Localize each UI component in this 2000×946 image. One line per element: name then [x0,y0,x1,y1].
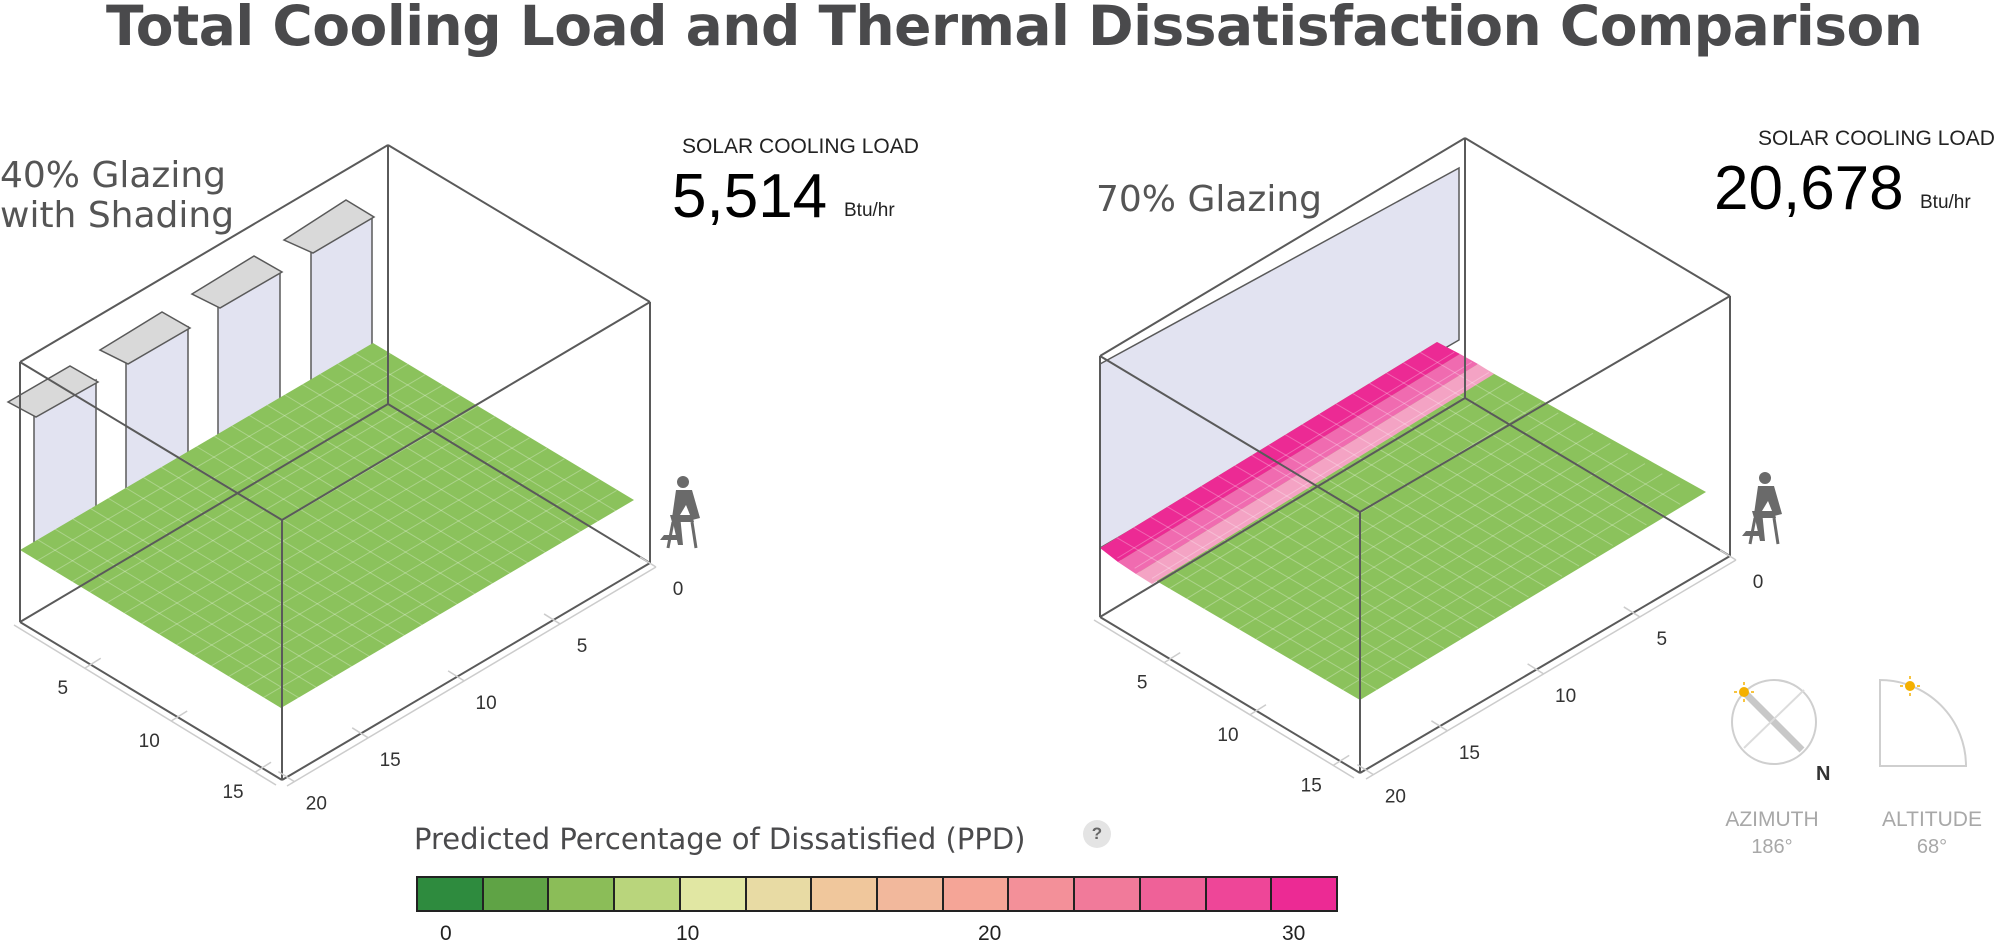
room-1-width-tick [351,727,369,739]
room-1-width-tick-label: 5 [577,636,588,657]
legend-swatch [418,878,484,910]
room-1-width-tick [543,613,561,625]
azimuth-compass: N [1731,679,1830,785]
room-2-depth-tick-label: 5 [1137,673,1148,694]
room-2-width-tick-label: 5 [1657,629,1668,650]
legend-swatch [1206,878,1273,910]
altitude-label: ALTITUDE [1882,808,1982,831]
room-1-axes [13,566,657,787]
scenario-2-label: 70% Glazing [1096,180,1322,220]
room-2-width-tick [1719,549,1737,561]
scenario-1-load-value: 5,514 [672,162,828,231]
legend-swatch [943,878,1010,910]
legend-swatch [878,878,944,910]
room-1-depth-tick-label: 10 [139,731,160,752]
altitude-value: 68° [1916,836,1948,858]
room-1-depth-tick-label: 15 [222,782,243,803]
room-2-width-tick [1357,763,1374,776]
shade-fin-1 [6,365,100,418]
legend-tick-label: 10 [676,922,700,945]
room-2-axis-ticks: 5 10 15 0 5 10 15 20 [1137,549,1764,808]
ppd-color-scale [416,876,1338,912]
scenario-2-load-value: 20,678 [1714,154,1904,223]
scenario-1-label-line1: 40% Glazing [0,155,226,196]
legend-tick-label: 0 [440,922,452,945]
azimuth-label: AZIMUTH [1725,808,1819,831]
room-1-depth-tick-label: 5 [57,678,68,699]
shade-fin-3 [190,255,284,309]
room-1-floor-grid [37,352,617,699]
legend-tick-label: 20 [978,922,1002,945]
room-1-axis-ticks: 5 10 15 0 5 10 15 20 [57,556,684,815]
scenario-1-label-line2: with Shading [0,195,235,236]
room-1-width-tick [639,556,657,568]
room-2-axes [1093,559,1737,780]
room-2-floor-grid [1116,351,1681,691]
room-2-depth-tick [1249,704,1267,716]
room-1-depth-tick [170,710,188,722]
person-icon [1742,472,1782,545]
legend-swatch [483,878,550,910]
room-2-width-tick [1623,606,1641,618]
room-2-floor [1100,342,1706,700]
shade-fin-2 [98,311,192,365]
scenario-1-load-unit: Btu/hr [844,200,895,221]
scenario-2-label-line1: 70% Glazing [1096,179,1322,220]
azimuth-value: 186° [1751,836,1793,858]
legend-title: Predicted Percentage of Dissatisfied (PP… [414,822,1026,856]
room-2-depth-tick [1332,754,1350,766]
room-1: 5 10 15 0 5 10 15 20 [6,144,700,815]
room-1-floor [20,343,634,708]
legend-swatch [615,878,681,910]
north-label: N [1816,763,1830,785]
room-1-windows [6,199,376,557]
ppd-band-light [1136,364,1494,584]
room-1-width-tick-label: 0 [673,579,684,600]
room-1-depth-tick [84,657,102,669]
room-1-edges [19,144,651,781]
ppd-band-mid [1118,354,1478,574]
room-2-width-tick-label: 0 [1753,572,1764,593]
room-2-depth-tick-label: 10 [1217,725,1238,746]
room-1-depth-tick [254,761,272,773]
room-2-width-tick [1431,720,1448,732]
person-icon [660,476,700,549]
legend-swatch [1140,878,1207,910]
room-1-width-tick-label: 15 [380,750,401,771]
legend-swatch [1272,878,1337,910]
legend-swatch [680,878,747,910]
room-2-width-tick-label: 15 [1459,743,1480,764]
scenario-2-load-unit: Btu/hr [1920,192,1971,213]
shade-fin-4 [282,199,376,254]
scenario-2-load-caption: SOLAR COOLING LOAD [1758,127,1995,150]
sun-icon [1734,682,1754,702]
room-2-width-tick [1527,663,1544,675]
legend-swatch [549,878,616,910]
room-1-width-tick [277,770,295,783]
legend-tick-label: 30 [1282,922,1306,945]
ppd-band-hot [1100,342,1460,562]
room-2-edges [1099,137,1731,774]
legend-swatch [1075,878,1141,910]
legend-swatch [1009,878,1076,910]
room-2: 5 10 15 0 5 10 15 20 [1093,137,1782,808]
room-1-width-tick [447,670,465,682]
sun-icon [1900,676,1920,696]
scenario-1-load-caption: SOLAR COOLING LOAD [682,135,919,158]
page-title: Total Cooling Load and Thermal Dissatisf… [106,0,1923,58]
room-2-depth-tick [1163,652,1181,664]
legend-swatch [812,878,879,910]
room-2-width-tick-label: 10 [1555,686,1576,707]
room-2-depth-tick-label: 15 [1301,775,1322,796]
help-icon[interactable]: ? [1083,820,1111,848]
room-1-width-tick-label: 10 [476,693,497,714]
legend-swatch [746,878,813,910]
room-1-width-tick-label: 20 [306,794,327,815]
scenario-1-label: 40% Glazing with Shading [0,156,234,236]
altitude-gauge [1879,676,1968,767]
room-2-width-tick-label: 20 [1385,787,1406,808]
